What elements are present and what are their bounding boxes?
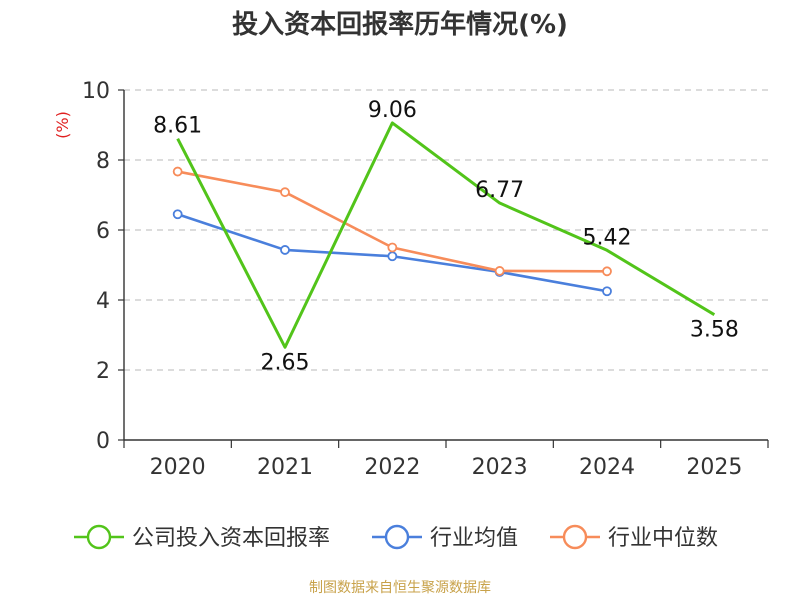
x-tick-label: 2024 <box>579 455 635 480</box>
data-label: 2.65 <box>261 350 310 375</box>
x-tick-label: 2021 <box>257 455 313 480</box>
data-point <box>387 251 398 262</box>
data-labels: 8.61 2.65 9.06 6.77 5.42 3.58 <box>153 98 739 375</box>
data-label: 8.61 <box>153 114 202 139</box>
data-label: 6.77 <box>475 178 524 203</box>
y-tick-label: 2 <box>96 359 110 384</box>
legend-item: 行业均值 <box>372 524 518 551</box>
data-point <box>387 242 398 253</box>
legend-label: 行业中位数 <box>608 526 718 551</box>
legend-marker <box>86 524 112 550</box>
data-point <box>602 266 612 277</box>
series-line-0 <box>176 121 716 349</box>
data-point <box>280 187 290 198</box>
legend-label: 公司投入资本回报率 <box>132 526 330 551</box>
y-tick-label: 6 <box>96 219 110 244</box>
data-label: 5.42 <box>583 225 632 250</box>
data-point <box>280 245 290 255</box>
grid-lines <box>124 89 768 371</box>
data-label: 3.58 <box>690 318 739 343</box>
data-label: 9.06 <box>368 98 417 123</box>
y-axis-label: (%) <box>53 111 72 139</box>
legend-item: 公司投入资本回报率 <box>74 524 330 551</box>
series <box>172 121 716 349</box>
legend: 公司投入资本回报率 行业均值 行业中位数 <box>74 524 718 551</box>
legend-label: 行业均值 <box>430 526 518 551</box>
x-tick-label: 2022 <box>364 455 420 480</box>
data-point <box>602 286 612 297</box>
axes: 0 2 4 6 8 10 2020 2021 2022 2023 2024 2025 <box>82 79 769 480</box>
x-tick-label: 2025 <box>686 455 742 480</box>
x-tick-label: 2023 <box>472 455 528 480</box>
y-tick-label: 10 <box>82 79 110 104</box>
y-tick-label: 0 <box>96 429 110 454</box>
legend-marker <box>562 524 588 550</box>
data-point <box>172 209 183 220</box>
source-note: 制图数据来自恒生聚源数据库 <box>309 580 491 596</box>
data-point <box>494 266 505 276</box>
y-tick-label: 8 <box>96 149 110 174</box>
data-point <box>172 166 183 177</box>
chart-title: 投入资本回报率历年情况(%) <box>232 10 568 40</box>
y-tick-label: 4 <box>96 289 110 314</box>
legend-marker <box>384 524 410 550</box>
legend-item: 行业中位数 <box>550 524 718 551</box>
x-tick-label: 2020 <box>150 455 206 480</box>
